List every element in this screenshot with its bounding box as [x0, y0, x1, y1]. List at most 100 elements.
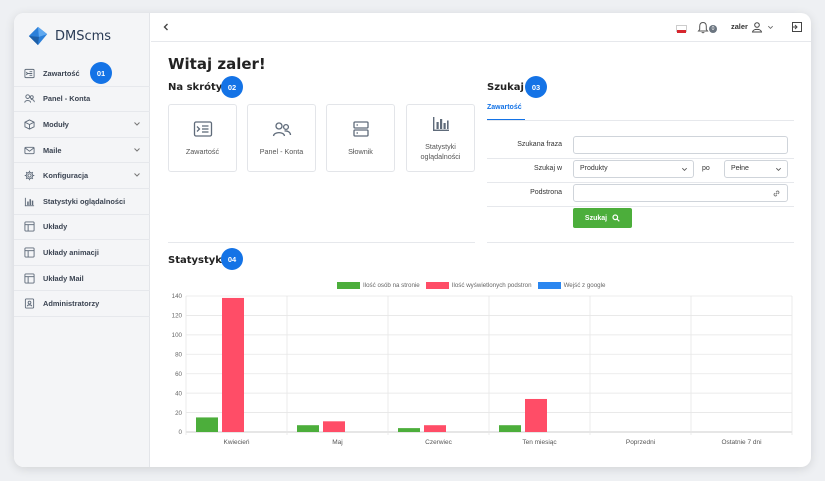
sidebar-item-uklady-mail[interactable]: Układy Mail — [14, 266, 150, 292]
search-icon — [612, 214, 620, 222]
y-tick-label: 60 — [175, 371, 182, 378]
sidebar-item-label: Układy Mail — [43, 273, 84, 283]
stats-bar-chart: 0 20 40 60 80 100 120 140 Kwiecień Maj Czerwiec Ten… — [172, 293, 793, 446]
sidebar-item-label: Administratorzy — [43, 299, 100, 309]
divider — [487, 182, 794, 183]
match-value: Pełne — [731, 165, 749, 172]
y-tick-label: 120 — [172, 313, 183, 320]
legend-swatch — [425, 282, 449, 289]
sidebar-item-label: Konfiguracja — [43, 171, 89, 181]
user-icon[interactable] — [751, 21, 763, 33]
sidebar-item-administratorzy[interactable]: Administratorzy — [14, 291, 150, 317]
sidebar-item-zawartosc[interactable]: Zawartość 01 — [14, 61, 150, 87]
shortcut-label: Słownik — [348, 146, 373, 156]
divider — [487, 120, 794, 121]
logout-icon[interactable] — [791, 21, 803, 33]
divider — [487, 242, 794, 243]
sidebar-item-label: Maile — [43, 145, 62, 155]
legend-item[interactable]: Ilość wyświetlonych podstron — [425, 282, 532, 289]
sidebar: DMScms Zawartość 01 Panel - Konta M — [14, 13, 150, 467]
bar — [424, 425, 446, 432]
bar — [499, 425, 521, 432]
sidebar-item-statystyki[interactable]: Statystyki oglądalności — [14, 189, 150, 215]
notification-count: 0 — [709, 25, 717, 33]
bar-chart-icon — [432, 116, 449, 131]
sidebar-item-uklady-animacji[interactable]: Układy animacji — [14, 240, 150, 266]
sidebar-item-moduly[interactable]: Moduły — [14, 112, 150, 138]
search-button[interactable]: Szukaj — [573, 208, 632, 228]
sidebar-item-label: Zawartość — [43, 68, 80, 78]
page-title: Witaj zaler! — [168, 55, 266, 73]
topbar: 0 zaler — [151, 13, 811, 42]
shortcut-label: Statystyki oglądalności — [420, 141, 461, 161]
bar — [398, 428, 420, 432]
mail-icon — [23, 144, 35, 156]
step-badge: 02 — [221, 76, 243, 98]
bell-icon[interactable] — [697, 21, 709, 34]
step-badge: 01 — [90, 62, 112, 84]
sidebar-item-label: Panel - Konta — [43, 94, 91, 104]
x-tick-label: Maj — [332, 439, 342, 446]
search-in-value: Produkty — [580, 165, 608, 172]
shortcuts-title: Na skróty — [168, 82, 223, 93]
match-select[interactable]: Pełne — [724, 160, 788, 178]
bar — [525, 398, 547, 432]
bar — [297, 425, 319, 432]
legend-label: Ilość wyświetlonych podstron — [451, 282, 532, 289]
legend-label: Ilość osób na stronie — [363, 282, 420, 289]
shortcut-zawartosc[interactable]: Zawartość — [168, 104, 237, 172]
sidebar-item-maile[interactable]: Maile — [14, 138, 150, 164]
phrase-label: Szukana fraza — [517, 141, 562, 148]
tab-zawartosc[interactable]: Zawartość — [487, 104, 522, 111]
legend-swatch — [337, 282, 360, 289]
phrase-input[interactable] — [573, 136, 788, 154]
sidebar-nav: Zawartość 01 Panel - Konta Moduły — [14, 61, 150, 317]
search-in-select[interactable]: Produkty — [573, 160, 694, 178]
subpage-input[interactable] — [573, 184, 788, 202]
link-icon[interactable] — [772, 189, 781, 198]
bar — [222, 297, 244, 432]
cube-icon — [23, 118, 35, 130]
legend-label: Wejść z google — [563, 282, 606, 289]
y-tick-label: 20 — [175, 410, 182, 417]
y-tick-label: 100 — [172, 332, 183, 339]
content-icon — [23, 67, 35, 79]
chevron-down-icon — [682, 167, 687, 171]
sidebar-item-label: Statystyki oglądalności — [43, 196, 126, 206]
username[interactable]: zaler — [731, 22, 748, 31]
divider — [487, 158, 794, 159]
stats-title: Statystyki — [168, 255, 226, 266]
po-label: po — [702, 165, 710, 172]
legend-item[interactable]: Wejść z google — [537, 282, 606, 289]
sidebar-item-konfiguracja[interactable]: Konfiguracja — [14, 163, 150, 189]
shortcut-statystyki[interactable]: Statystyki oglądalności — [406, 104, 475, 172]
legend-swatch — [537, 282, 561, 289]
sidebar-item-uklady[interactable]: Układy — [14, 215, 150, 241]
sidebar-item-label: Układy — [43, 222, 68, 232]
chevron-down-icon — [134, 173, 140, 178]
chevron-down-icon[interactable] — [767, 24, 774, 31]
bar — [323, 421, 345, 432]
sidebar-item-label: Moduły — [43, 119, 69, 129]
bar-chart-icon — [23, 195, 35, 207]
shortcut-slownik[interactable]: Słownik — [326, 104, 395, 172]
language-flag-icon[interactable] — [676, 25, 687, 33]
logo[interactable]: DMScms — [27, 25, 111, 47]
chart-legend: Ilość osób na stronie Ilość wyświetlonyc… — [337, 282, 611, 289]
y-tick-label: 0 — [179, 429, 183, 436]
x-tick-label: Kwiecień — [223, 439, 249, 446]
search-in-label: Szukaj w — [533, 165, 562, 172]
gear-icon — [23, 170, 35, 182]
x-tick-label: Ten miesiąc — [522, 439, 557, 446]
shortcut-panel-konta[interactable]: Panel - Konta — [247, 104, 316, 172]
layout-icon — [23, 221, 35, 233]
shortcut-label: Panel - Konta — [259, 146, 304, 156]
chevron-left-icon[interactable] — [161, 22, 171, 32]
chevron-down-icon — [134, 147, 140, 152]
legend-item[interactable]: Ilość osób na stronie — [337, 282, 420, 289]
sidebar-item-label: Układy animacji — [43, 247, 99, 257]
divider — [168, 242, 475, 243]
logo-icon — [28, 26, 48, 46]
sidebar-item-panel-konta[interactable]: Panel - Konta — [14, 87, 150, 113]
y-tick-label: 80 — [175, 351, 182, 358]
